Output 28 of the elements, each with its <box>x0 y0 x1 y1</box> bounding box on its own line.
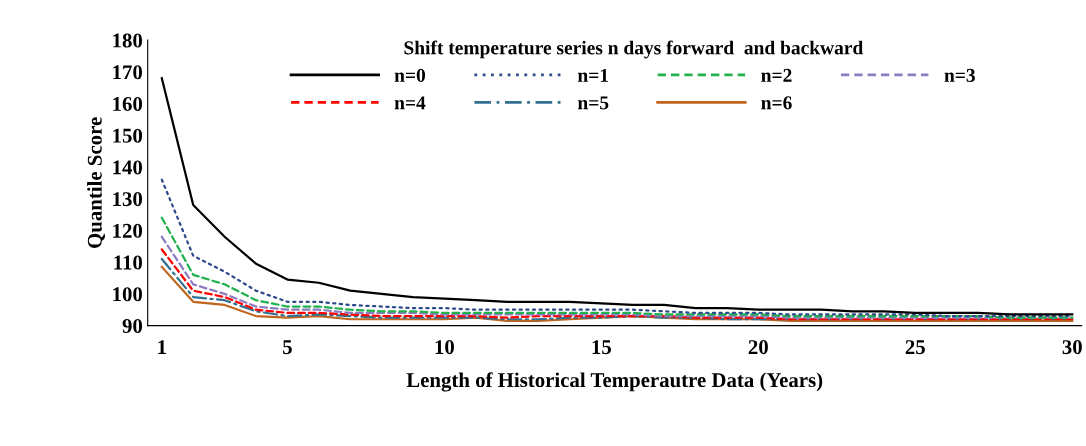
y-tick-label: 130 <box>113 192 143 207</box>
x-tick-label: 20 <box>748 340 768 355</box>
y-tick-label: 90 <box>122 318 143 334</box>
y-tick-label: 150 <box>113 128 143 143</box>
legend-label: n=5 <box>577 96 609 110</box>
x-tick-label: 30 <box>1062 340 1082 355</box>
y-tick-label: 100 <box>113 287 143 302</box>
y-tick-label: 180 <box>113 33 143 48</box>
y-tick-label: 160 <box>113 96 143 111</box>
legend-label: n=4 <box>394 96 426 110</box>
y-tick-label: 120 <box>113 223 143 238</box>
legend-label: n=0 <box>394 68 426 82</box>
x-axis-title: Length of Historical Temperautre Data (Years) <box>406 372 823 392</box>
x-tick-label: 25 <box>905 340 925 355</box>
x-tick-label: 15 <box>592 340 611 355</box>
y-axis-title: Quantile Score <box>87 117 105 248</box>
x-tick-label: 10 <box>435 340 454 355</box>
legend-label: n=1 <box>577 68 609 82</box>
legend-label: n=2 <box>761 68 792 82</box>
legend-label: n=6 <box>761 96 792 110</box>
legend-label: n=3 <box>944 68 975 82</box>
legend-title: Shift temperature series n days forward and backward <box>404 40 864 59</box>
x-tick-label: 1 <box>158 340 166 354</box>
y-tick-label: 110 <box>114 255 143 270</box>
y-tick-label: 170 <box>113 65 143 80</box>
line-series <box>160 216 1074 319</box>
y-tick-label: 140 <box>113 160 143 175</box>
x-tick-label: 5 <box>283 340 292 355</box>
